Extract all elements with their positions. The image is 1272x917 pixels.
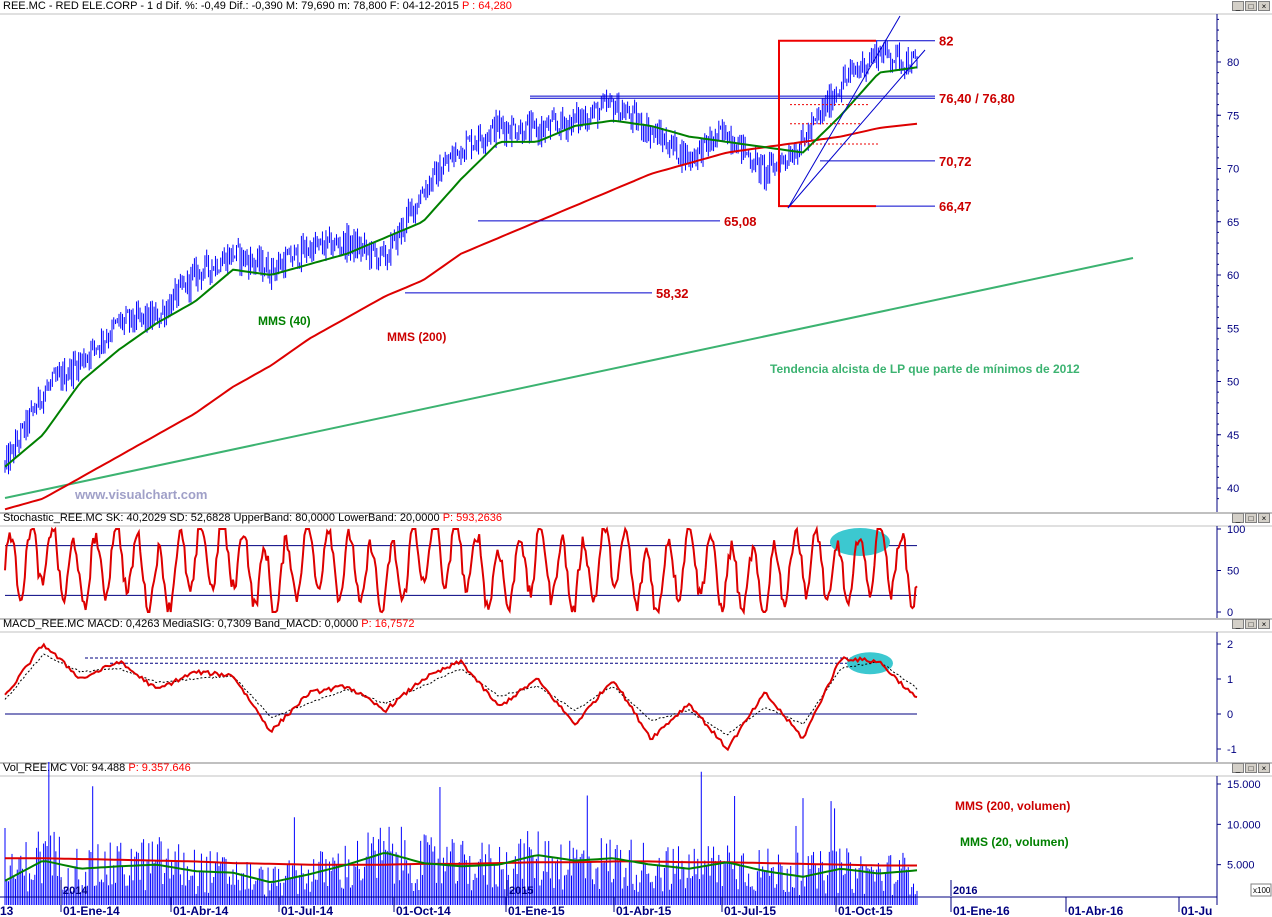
level-label: 76,40 / 76,80: [939, 91, 1015, 106]
x-tick-label: 01-Oct-14: [396, 904, 451, 917]
mms40-label: MMS (40): [258, 314, 311, 328]
y-tick-label: 50: [1227, 566, 1239, 578]
vol-mms20-line: [4, 852, 918, 884]
x-tick-label: 01-Ene-14: [63, 904, 120, 917]
macd-header-text: MACD_REE.MC MACD: 0,4263 MediaSIG: 0,730…: [3, 618, 359, 630]
y-tick-label: 60: [1227, 270, 1239, 282]
vol-mms200-label: MMS (200, volumen): [955, 799, 1070, 813]
vol-mms200-line: [5, 857, 917, 867]
vol-header-text: Vol_REE.MC Vol: 94.488: [3, 762, 126, 774]
x-tick-label: 01-Abr-15: [616, 904, 672, 917]
macd-line: [4, 642, 918, 752]
mms200-label: MMS (200): [387, 330, 446, 344]
stochastic-sk-line: [4, 525, 918, 616]
y-tick-label: 0: [1227, 607, 1233, 618]
y-tick-label: 80: [1227, 57, 1239, 69]
y-tick-label: 2: [1227, 639, 1233, 651]
level-label: 66,47: [939, 199, 972, 214]
y-tick-label: 45: [1227, 430, 1239, 442]
macd-signal-line: [4, 653, 918, 736]
stochastic-chart: 100 50 0: [0, 512, 1272, 618]
x-tick-label: 01-Jul-15: [724, 904, 776, 917]
price-header: REE.MC - RED ELE.CORP - 1 d Dif. %: -0,4…: [3, 0, 512, 12]
level-label: 58,32: [656, 286, 689, 301]
x-tick-label: 01-Jul-14: [281, 904, 333, 917]
volume-chart: 15.000 10.000 5.000 MMS (200, volumen) MMS (…: [0, 762, 1272, 917]
vol-header: Vol_REE.MC Vol: 94.488 P: 9.357.646: [3, 762, 191, 774]
stoch-header: Stochastic_REE.MC SK: 40,2029 SD: 52,682…: [3, 512, 502, 524]
stoch-header-text: Stochastic_REE.MC SK: 40,2029 SD: 52,682…: [3, 512, 440, 524]
channel-line-upper: [787, 15, 901, 209]
stoch-header-p: P: 593,2636: [442, 512, 503, 524]
y-tick-label: 40: [1227, 483, 1239, 495]
level-label: 65,08: [724, 214, 757, 229]
x-tick-label: 01-Ju: [1181, 904, 1212, 917]
minimize-button[interactable]: _: [1232, 1, 1244, 11]
x-tick-label: 01-Abr-14: [173, 904, 229, 917]
price-header-ticker: REE.MC - RED ELE.CORP - 1 d: [3, 0, 163, 12]
vol-header-p: P: 9.357.646: [128, 762, 191, 774]
x-tick-label: 01-Ene-16: [953, 904, 1010, 917]
macd-header: MACD_REE.MC MACD: 0,4263 MediaSIG: 0,730…: [3, 618, 415, 630]
close-button[interactable]: ×: [1258, 1, 1270, 11]
scale-label: x100: [1253, 886, 1271, 895]
macd-panel: MACD_REE.MC MACD: 0,4263 MediaSIG: 0,730…: [0, 618, 1272, 762]
volume-panel: Vol_REE.MC Vol: 94.488 P: 9.357.646 _ □ …: [0, 762, 1272, 917]
x-tick-label: 01-Oct-15: [838, 904, 893, 917]
stochastic-panel: Stochastic_REE.MC SK: 40,2029 SD: 52,682…: [0, 512, 1272, 618]
y-tick-label: 15.000: [1227, 779, 1261, 791]
mms40-line: [4, 66, 918, 468]
long-term-trendline: [4, 257, 1134, 499]
price-panel: REE.MC - RED ELE.CORP - 1 d Dif. %: -0,4…: [0, 0, 1272, 512]
macd-header-p: P: 16,7572: [361, 618, 415, 630]
price-header-stats: Dif. %: -0,49 Dif.: -0,390 M: 79,690 m: …: [165, 0, 459, 12]
y-tick-label: 50: [1227, 377, 1239, 389]
year-label: 2014: [63, 885, 88, 897]
trend-annotation: Tendencia alcista de LP que parte de mín…: [770, 362, 1080, 376]
macd-chart: 2 1 0 -1: [0, 618, 1272, 762]
y-tick-label: -1: [1227, 744, 1237, 756]
y-tick-label: 1: [1227, 674, 1233, 686]
y-tick-label: 10.000: [1227, 819, 1261, 831]
x-tick-label: 01-Abr-16: [1068, 904, 1124, 917]
year-label: 2016: [953, 885, 977, 897]
x-tick-label: 01-Ene-15: [508, 904, 565, 917]
window-controls-icon: _ □ ×: [1232, 1, 1270, 11]
watermark: www.visualchart.com: [74, 487, 207, 502]
scale-box: [1250, 883, 1272, 897]
channel-line-lower: [787, 49, 926, 209]
y-tick-label: 70: [1227, 164, 1239, 176]
y-tick-label: 65: [1227, 217, 1239, 229]
level-label: 70,72: [939, 154, 972, 169]
maximize-button[interactable]: □: [1245, 1, 1257, 11]
price-header-p: P : 64,280: [461, 0, 512, 12]
y-tick-label: 0: [1227, 709, 1233, 721]
y-tick-label: 100: [1227, 524, 1245, 536]
y-tick-label: 75: [1227, 110, 1239, 122]
x-tick-label: 13: [0, 904, 14, 917]
y-tick-label: 55: [1227, 323, 1239, 335]
level-label: 82: [939, 34, 953, 49]
vol-mms20-label: MMS (20, volumen): [960, 835, 1069, 849]
measured-move-bracket: [778, 39, 876, 208]
y-tick-label: 5.000: [1227, 860, 1255, 872]
price-chart: 80 75 70 65 60 55 50 45 40 82 76,40 / 76,80 70,72 66…: [0, 13, 1272, 512]
year-label: 2015: [509, 885, 533, 897]
